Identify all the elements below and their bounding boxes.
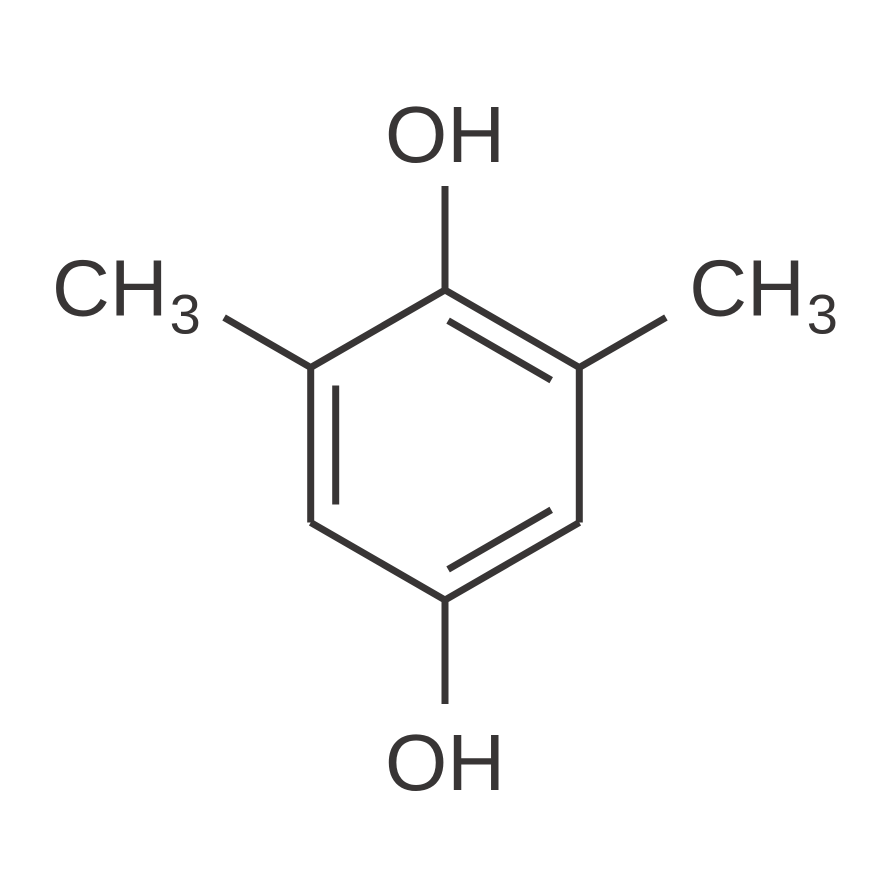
- label-oh-top: OH: [385, 90, 505, 179]
- bond: [311, 523, 445, 601]
- label-ch3-right: CH3: [689, 244, 838, 346]
- bond: [224, 318, 311, 368]
- label-oh-bottom: OH: [385, 718, 505, 807]
- bond: [448, 321, 551, 381]
- bond: [311, 290, 445, 368]
- label-ch3-left: CH3: [52, 244, 201, 346]
- bond: [579, 318, 666, 368]
- molecule-diagram: OH OH CH3 CH3: [0, 0, 890, 890]
- bond: [448, 510, 551, 570]
